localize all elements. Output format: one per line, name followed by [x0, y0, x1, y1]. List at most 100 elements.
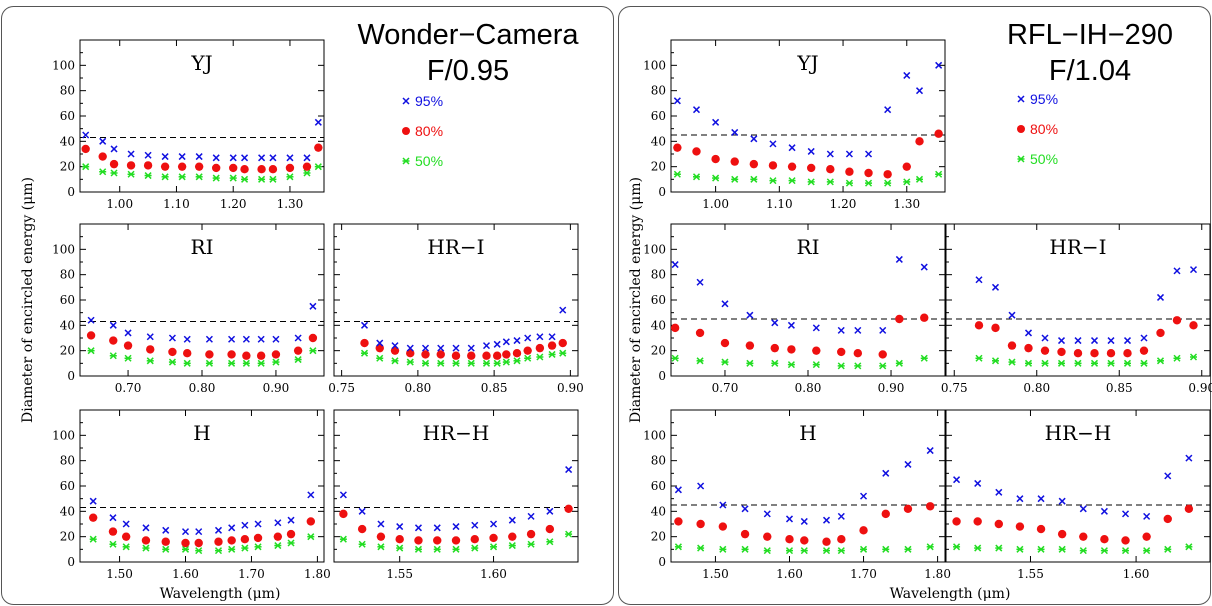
fig0-panel1-xtick-label: 0.70	[115, 381, 142, 395]
point-50	[272, 358, 280, 366]
point-50	[178, 173, 186, 181]
fig1-panel0-ytick-label: 40	[651, 134, 666, 148]
fig0-panel2-xtick-label: 0.80	[405, 381, 432, 395]
fig1-panel3-ytick-label: 0	[658, 555, 666, 569]
point-80	[674, 517, 683, 526]
point-50	[406, 358, 414, 366]
point-95	[750, 135, 758, 143]
point-80	[826, 165, 835, 174]
point-50	[195, 173, 203, 181]
point-80	[256, 351, 266, 360]
fig0-panel0-xtick-label: 1.30	[277, 197, 304, 211]
fig0-panel2-xtick-label: 0.85	[481, 381, 508, 395]
point-80	[547, 341, 557, 350]
point-50	[674, 543, 682, 551]
point-80	[837, 347, 846, 357]
point-80	[973, 517, 982, 526]
point-80	[414, 536, 423, 545]
point-95	[1079, 505, 1087, 513]
point-50	[309, 347, 317, 355]
point-80	[376, 532, 386, 541]
point-80	[177, 162, 187, 171]
point-50	[228, 545, 236, 553]
point-80	[1156, 328, 1165, 338]
point-80	[126, 161, 136, 170]
point-95	[228, 524, 236, 532]
fig0-panel2-xtick-label: 0.90	[557, 381, 584, 395]
point-95	[1143, 512, 1151, 520]
point-50	[257, 359, 265, 367]
point-80	[86, 331, 96, 340]
point-50	[536, 353, 544, 361]
left-legend-50-label: 50%	[415, 153, 443, 169]
point-95	[826, 150, 834, 158]
point-95	[1024, 329, 1033, 337]
point-95	[471, 521, 479, 529]
fig0-panel0-ytick-label: 60	[60, 109, 75, 123]
point-95	[673, 97, 681, 105]
point-95	[1121, 510, 1130, 518]
point-95	[178, 153, 186, 161]
fig1-panel3-markers	[674, 447, 935, 555]
point-50	[254, 543, 262, 551]
point-95	[1164, 472, 1172, 480]
point-95	[274, 519, 282, 527]
point-80	[991, 323, 1000, 333]
point-80	[1073, 349, 1083, 358]
right-legend-95-marker	[1017, 95, 1025, 103]
point-50	[895, 359, 903, 367]
point-80	[242, 351, 251, 360]
fig0-panel1-band-label: RI	[191, 235, 214, 259]
point-50	[671, 354, 679, 362]
point-95	[1140, 334, 1148, 342]
point-50	[162, 545, 170, 553]
fig0-panel3-xtick-label: 1.60	[172, 567, 199, 581]
point-50	[1173, 354, 1181, 362]
point-95	[1156, 293, 1165, 301]
point-50	[421, 359, 430, 367]
fig0-panel4-xtick-label: 1.60	[480, 567, 507, 581]
point-95	[895, 255, 903, 263]
point-50	[1024, 359, 1033, 367]
point-80	[994, 519, 1003, 529]
fig1-panel3-ytick-label: 80	[651, 454, 666, 468]
point-80	[1121, 536, 1130, 545]
point-50	[788, 177, 796, 185]
left-title: Wonder−Camera	[357, 19, 579, 51]
point-50	[433, 545, 441, 553]
point-95	[396, 523, 404, 531]
point-50	[228, 359, 236, 367]
point-95	[241, 521, 249, 529]
point-95	[241, 154, 249, 162]
point-95	[89, 497, 97, 505]
point-95	[953, 476, 961, 484]
point-50	[452, 545, 460, 553]
point-80	[489, 533, 498, 543]
point-80	[1142, 532, 1151, 541]
point-50	[1037, 545, 1045, 553]
point-50	[513, 357, 521, 365]
point-50	[769, 177, 777, 185]
point-50	[87, 347, 95, 355]
point-50	[926, 543, 934, 551]
point-50	[741, 545, 749, 553]
fig0-panel1-ytick-label: 100	[52, 242, 75, 256]
point-50	[1041, 359, 1049, 367]
fig0-panel3-xtick-label: 1.80	[304, 567, 331, 581]
fig0-panel3-markers	[88, 491, 316, 555]
fig1-panel4-band-label: HR−H	[1045, 421, 1112, 445]
point-80	[768, 161, 778, 170]
point-50	[692, 173, 701, 181]
point-95	[339, 491, 347, 499]
point-95	[1090, 337, 1099, 345]
fig0-panel1-ytick-label: 40	[60, 318, 75, 332]
fig1-panel3-band-label: H	[799, 421, 816, 445]
right-figure-frame	[618, 6, 1211, 605]
point-80	[308, 333, 318, 343]
point-50	[697, 544, 705, 552]
point-50	[274, 542, 282, 550]
point-50	[546, 538, 554, 546]
point-95	[712, 118, 720, 126]
point-80	[925, 502, 935, 511]
point-50	[731, 175, 739, 183]
